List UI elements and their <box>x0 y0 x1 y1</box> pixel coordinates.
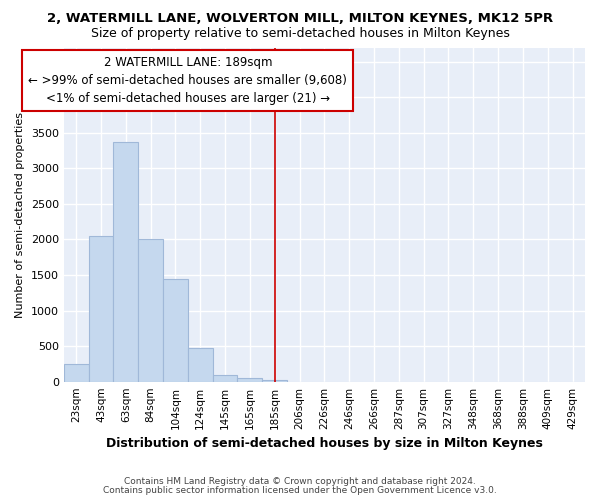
Bar <box>163 278 188 382</box>
Bar <box>89 236 113 382</box>
Bar <box>138 240 163 382</box>
Text: Contains public sector information licensed under the Open Government Licence v3: Contains public sector information licen… <box>103 486 497 495</box>
Y-axis label: Number of semi-detached properties: Number of semi-detached properties <box>15 112 25 318</box>
Bar <box>113 142 138 382</box>
Bar <box>212 374 238 382</box>
Bar <box>64 364 89 382</box>
Text: 2, WATERMILL LANE, WOLVERTON MILL, MILTON KEYNES, MK12 5PR: 2, WATERMILL LANE, WOLVERTON MILL, MILTO… <box>47 12 553 26</box>
X-axis label: Distribution of semi-detached houses by size in Milton Keynes: Distribution of semi-detached houses by … <box>106 437 543 450</box>
Bar <box>238 378 262 382</box>
Text: Size of property relative to semi-detached houses in Milton Keynes: Size of property relative to semi-detach… <box>91 28 509 40</box>
Text: 2 WATERMILL LANE: 189sqm
← >99% of semi-detached houses are smaller (9,608)
<1% : 2 WATERMILL LANE: 189sqm ← >99% of semi-… <box>28 56 347 105</box>
Bar <box>188 348 212 382</box>
Text: Contains HM Land Registry data © Crown copyright and database right 2024.: Contains HM Land Registry data © Crown c… <box>124 477 476 486</box>
Bar <box>262 380 287 382</box>
